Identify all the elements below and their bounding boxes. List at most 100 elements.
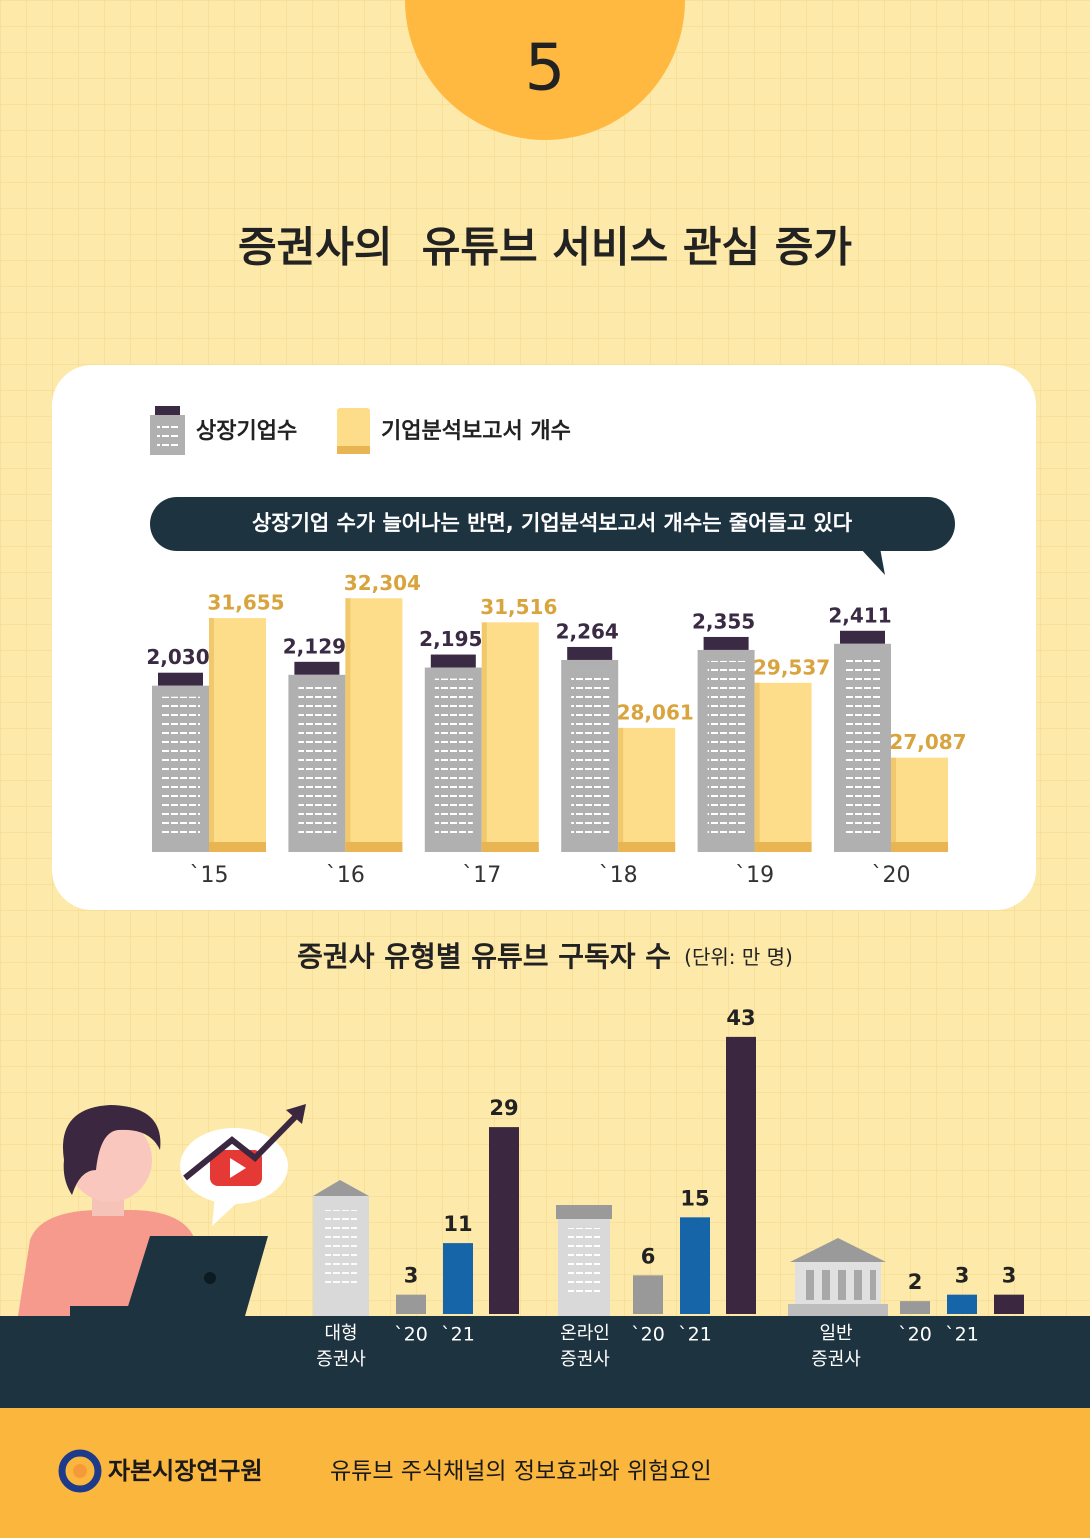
value-label: 28,061 <box>617 700 694 724</box>
bar <box>489 1127 519 1314</box>
x-tick-label: `17 <box>462 863 501 888</box>
value-label: 31,516 <box>480 595 557 619</box>
value-label: 31,655 <box>207 591 284 615</box>
value-label: 32,304 <box>344 571 421 595</box>
subtitle: (단위: 만 명) <box>684 945 793 969</box>
group-label: 일반 증권사 <box>811 1323 861 1370</box>
columns <box>806 1270 876 1300</box>
bar-shade-left <box>345 598 351 852</box>
legend-swatch <box>337 408 370 454</box>
logo-dot <box>73 1464 87 1478</box>
ground-strip <box>0 1316 1090 1408</box>
windows <box>568 1228 600 1298</box>
building-cap <box>294 661 340 675</box>
roof <box>556 1205 612 1219</box>
bar-shade-bottom <box>345 842 403 852</box>
group-label: 온라인 증권사 <box>560 1323 610 1370</box>
x-tick-label: `20 <box>872 863 911 888</box>
value-label: 2,129 <box>283 634 346 658</box>
bar <box>994 1294 1024 1314</box>
bar-shade-bottom <box>618 842 676 852</box>
bar <box>726 1036 756 1314</box>
organization: 자본시장연구원 <box>108 1457 263 1485</box>
footer <box>0 1408 1090 1538</box>
building-windows <box>571 670 610 836</box>
page-title: 증권사의 유튜브 서비스 관심 증가 <box>238 223 852 272</box>
logo <box>58 1449 102 1493</box>
value-label: 3 <box>404 1264 419 1288</box>
trend-arrow <box>183 1109 303 1181</box>
hair <box>62 1105 161 1195</box>
bar-shade-bottom <box>209 842 266 852</box>
bar-shade-left <box>618 727 624 852</box>
bar-shade-bottom <box>481 842 539 852</box>
roof <box>790 1238 886 1262</box>
bar-shade-left <box>891 757 896 852</box>
bar <box>481 622 539 852</box>
windows <box>325 1210 357 1290</box>
bar <box>754 682 812 852</box>
value-label: 29 <box>489 1096 518 1120</box>
annotation-tail <box>860 548 885 575</box>
bar <box>345 598 403 852</box>
person-illustration <box>18 1104 306 1316</box>
arrow-head <box>286 1104 306 1124</box>
bar <box>396 1294 426 1314</box>
series-label: `21 <box>441 1324 475 1346</box>
building-cap <box>567 646 613 660</box>
bar <box>891 757 948 852</box>
building-windows <box>162 696 200 836</box>
bar <box>443 1243 473 1314</box>
annotation: 상장기업 수가 늘어나는 반면, 기업분석보고서 개수는 줄어들고 있다 <box>252 511 853 535</box>
value-label: 29,537 <box>753 655 830 679</box>
chart-2-title: 증권사 유형별 유튜브 구독자 수 (단위: 만 명) <box>297 940 793 973</box>
legend-label: 기업분석보고서 개수 <box>381 419 571 444</box>
value-label: 2,030 <box>146 645 209 669</box>
bar <box>947 1294 977 1314</box>
bar-shade-bottom <box>891 842 948 852</box>
value-label: 2 <box>908 1270 923 1294</box>
series-label: `21 <box>945 1324 979 1346</box>
building-cap <box>840 630 885 644</box>
bar-shade-left <box>209 618 214 852</box>
building-cap <box>430 654 476 668</box>
x-tick-label: `19 <box>735 863 774 888</box>
base <box>788 1304 888 1316</box>
chart-2: 3 `20 11 `21 29 6 `20 15 `21 43 2 `20 3 `21 3 <box>394 1006 1024 1346</box>
bar-shade-left <box>754 682 760 852</box>
bar <box>209 618 266 852</box>
value-label: 27,087 <box>889 730 966 754</box>
building-cap <box>158 672 203 686</box>
bar-shade-left <box>481 622 487 852</box>
bar <box>618 727 676 852</box>
building-windows <box>844 654 882 836</box>
group-label: 대형 증권사 <box>316 1323 366 1370</box>
value-label: 2,355 <box>692 609 755 633</box>
legend-cap <box>155 406 180 415</box>
building-windows <box>298 685 337 836</box>
legend-label: 상장기업수 <box>196 419 297 444</box>
legend-windows <box>157 420 179 450</box>
building-windows <box>434 678 473 836</box>
roof <box>313 1180 369 1196</box>
series-label: `20 <box>898 1324 932 1346</box>
value-label: 2,411 <box>828 603 891 627</box>
bubble-tail <box>212 1196 240 1226</box>
building-icons <box>313 1180 888 1316</box>
x-tick-label: `15 <box>190 863 229 888</box>
laptop <box>125 1236 268 1316</box>
value-label: 11 <box>443 1212 472 1236</box>
title: 증권사 유형별 유튜브 구독자 수 <box>297 940 671 973</box>
x-tick-label: `16 <box>326 863 365 888</box>
x-tick-label: `18 <box>599 863 638 888</box>
number-circle <box>405 0 685 140</box>
value-label: 6 <box>641 1244 656 1268</box>
legend-shade <box>337 446 370 454</box>
bar <box>680 1217 710 1314</box>
laptop-logo <box>204 1272 216 1284</box>
value-label: 3 <box>1002 1264 1017 1288</box>
